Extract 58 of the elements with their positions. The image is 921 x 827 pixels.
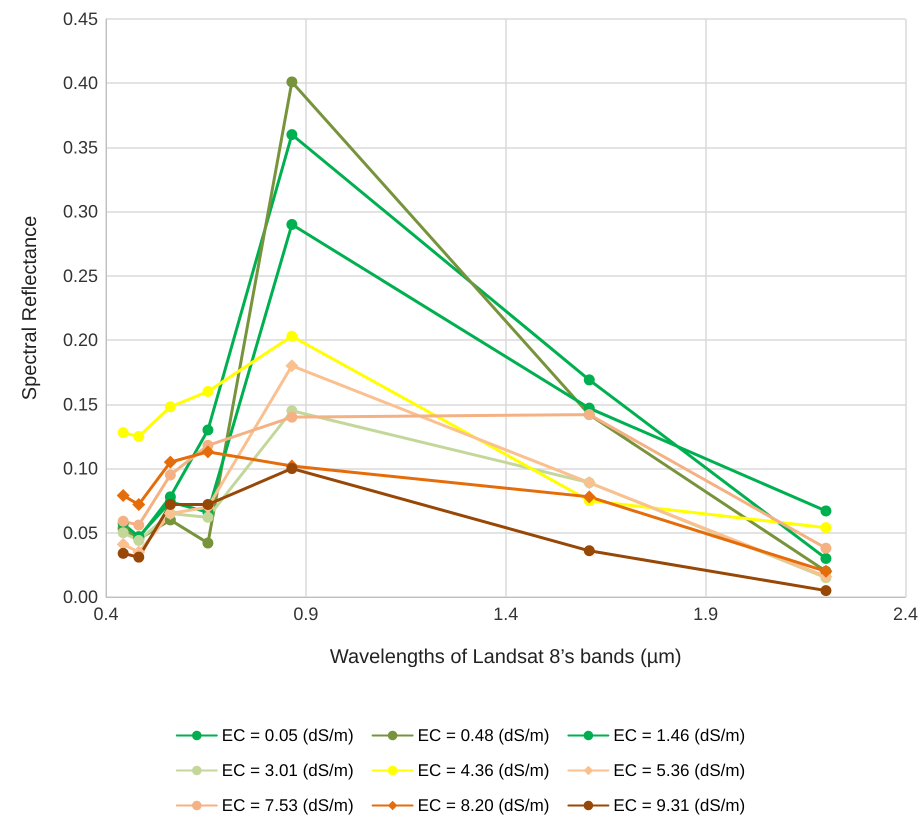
point: [286, 330, 298, 342]
legend-label: EC = 4.36 (dS/m): [418, 761, 550, 780]
y-tick-label: 0.20: [62, 330, 98, 350]
y-tick-label: 0.45: [62, 9, 98, 29]
point: [132, 498, 146, 512]
y-tick-label: 0.15: [62, 394, 98, 414]
legend-label: EC = 3.01 (dS/m): [222, 761, 354, 780]
legend-label: EC = 9.31 (dS/m): [613, 796, 746, 815]
point: [164, 469, 176, 480]
point: [164, 456, 177, 469]
point: [820, 505, 832, 516]
y-tick-label: 0.05: [62, 522, 98, 543]
point: [202, 538, 214, 549]
x-tick-label: 1.9: [693, 604, 718, 624]
point: [164, 499, 176, 510]
x-tick-label: 0.4: [93, 604, 119, 624]
point: [201, 445, 214, 458]
point: [285, 359, 298, 372]
x-tick-label: 1.4: [493, 604, 518, 624]
point: [582, 490, 596, 504]
point: [202, 386, 214, 397]
point: [133, 430, 144, 442]
x-tick-label: 2.4: [892, 604, 918, 624]
point: [118, 427, 129, 438]
point: [202, 499, 214, 510]
y-tick-label: 0.10: [62, 458, 98, 479]
legend-label: EC = 7.53 (dS/m): [222, 796, 354, 815]
point: [820, 522, 832, 534]
point: [286, 219, 298, 230]
point: [133, 520, 144, 531]
point: [584, 374, 595, 386]
point: [584, 545, 595, 556]
legend-label: EC = 0.48 (dS/m): [418, 726, 550, 745]
point: [286, 129, 298, 140]
legend-label: EC = 0.05 (dS/m): [222, 726, 354, 745]
point: [118, 548, 129, 559]
y-tick-label: 0.40: [62, 73, 98, 94]
y-axis-title: Spectral Reflectance: [19, 216, 41, 400]
point: [286, 463, 298, 474]
point: [286, 412, 298, 423]
x-axis-title: Wavelengths of Landsat 8’s bands (µm): [330, 646, 682, 668]
point: [202, 512, 214, 523]
y-tick-label: 0.00: [62, 587, 98, 607]
point: [133, 552, 144, 563]
point: [202, 424, 214, 436]
legend-label: EC = 8.20 (dS/m): [418, 796, 550, 815]
legend-label: EC = 1.46 (dS/m): [613, 726, 746, 745]
point: [820, 585, 832, 596]
y-tick-label: 0.30: [62, 202, 98, 222]
x-tick-label: 0.9: [293, 604, 318, 624]
point: [116, 489, 130, 502]
point: [820, 542, 832, 554]
legend-label: EC = 5.36 (dS/m): [613, 761, 746, 780]
point: [820, 552, 832, 564]
point: [164, 401, 176, 412]
y-tick-label: 0.35: [62, 137, 98, 158]
y-tick-label: 0.25: [62, 266, 98, 286]
point: [286, 76, 298, 88]
